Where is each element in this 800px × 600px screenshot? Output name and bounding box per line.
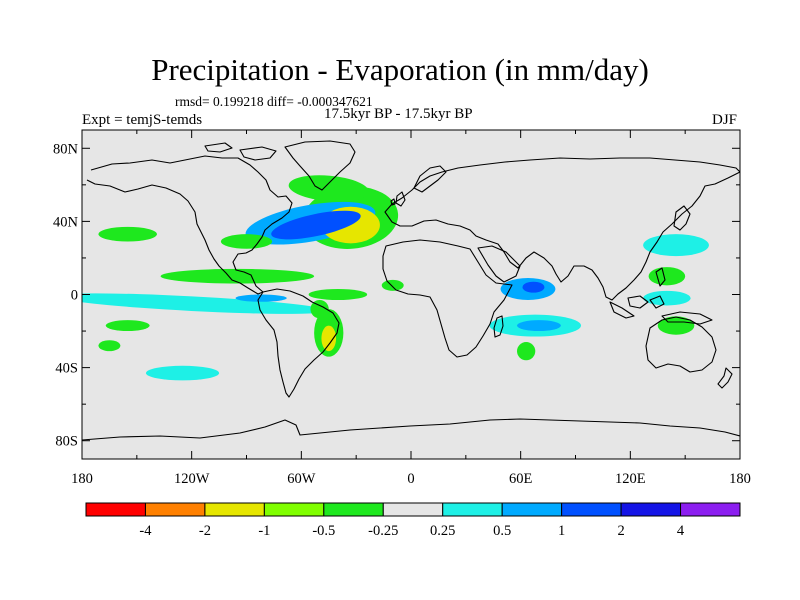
colorbar-label: 1	[558, 523, 565, 539]
colorbar-swatch	[204, 502, 265, 517]
coast-antarctica	[82, 418, 740, 441]
lat-label: 40S	[55, 361, 78, 377]
longitude-axis: 180 120W 60W 0 60E 120E 180	[71, 130, 751, 487]
anomaly-east-pacific-wet	[220, 234, 273, 249]
coast-japan	[673, 205, 691, 231]
lon-label: 120E	[615, 471, 646, 487]
coast-eurasia	[384, 157, 740, 301]
colorbar-label: 4	[677, 523, 685, 539]
latitude-axis: 80N 40N 0 40S 80S	[53, 141, 740, 450]
colorbar-label: -4	[139, 523, 152, 539]
colorbar-swatch	[561, 502, 622, 517]
colorbar-swatch	[144, 502, 206, 517]
rmsd-diff-stats: rmsd= 0.199218 diff= -0.000347621	[175, 94, 373, 109]
anomaly-indian-ocean-dry-core	[522, 281, 545, 293]
experiment-label: Expt = temjS-temds	[82, 112, 203, 128]
lon-label: 180	[71, 471, 93, 487]
lon-label: 60E	[509, 471, 533, 487]
coast-south-america	[257, 288, 340, 398]
lat-label: 80S	[55, 434, 78, 450]
anomaly-south-indian-dry-core	[517, 320, 561, 332]
anomaly-south-pacific-wet-b	[98, 340, 121, 352]
coast-australia	[645, 316, 717, 373]
anomaly-maritime-dry	[643, 290, 691, 306]
anomaly-north-atlantic-dry-core	[271, 210, 361, 240]
colorbar-label: -0.5	[312, 523, 335, 539]
anomaly-eq-atlantic-wet	[308, 289, 368, 300]
coast-madagascar	[493, 315, 504, 338]
colorbar-swatch	[382, 502, 444, 517]
colorbar-swatch	[323, 502, 384, 517]
colorbar-label: -0.25	[368, 523, 398, 539]
lat-label: 40N	[53, 214, 79, 230]
coast-britain	[390, 191, 406, 207]
period-label: 17.5kyr BP - 17.5kyr BP	[324, 106, 473, 122]
lon-label: 0	[407, 471, 414, 487]
anomaly-layer	[82, 175, 709, 381]
anomaly-eq-pacific-wet	[160, 268, 315, 284]
lat-label: 0	[71, 288, 78, 304]
anomaly-central-pacific-wet	[98, 226, 157, 242]
coast-arabia	[477, 245, 521, 283]
colorbar-label: -1	[258, 523, 270, 539]
colorbar-label: 0.5	[493, 523, 511, 539]
anomaly-west-pacific-dry	[643, 234, 709, 257]
anomaly-gulf-guinea-wet	[381, 279, 404, 291]
coast-new-zealand	[717, 367, 733, 389]
coast-indonesia	[609, 267, 713, 325]
lon-label: 120W	[174, 471, 210, 487]
anomaly-southern-ocean-dry	[145, 365, 220, 381]
lon-label: 180	[729, 471, 751, 487]
colorbar-swatch	[501, 502, 563, 517]
lat-label: 80N	[53, 141, 79, 157]
coast-africa	[382, 239, 513, 358]
colorbar-swatch	[85, 502, 146, 517]
colorbar-swatch	[263, 502, 325, 517]
colorbar-label: -2	[199, 523, 211, 539]
colorbar-swatch	[680, 502, 741, 517]
anomaly-madagascar-wet	[517, 342, 536, 361]
lon-label: 60W	[287, 471, 316, 487]
coast-scandinavia	[413, 165, 447, 193]
chart-title: Precipitation - Evaporation (in mm/day)	[151, 52, 649, 87]
coast-greenland	[284, 140, 356, 191]
anomaly-labrador-sea-wet	[288, 175, 369, 202]
anomaly-south-pacific-dry-core	[235, 294, 287, 302]
coastlines	[82, 140, 740, 441]
anomaly-brazil-wet-core	[321, 325, 337, 352]
coast-north-america	[86, 155, 293, 295]
anomaly-west-pacific-wet	[648, 267, 686, 286]
colorbar-swatch	[620, 502, 682, 517]
colorbar-label: 0.25	[430, 523, 455, 539]
anomaly-south-atlantic-wet	[310, 299, 329, 319]
season-label: DJF	[712, 112, 738, 128]
colorbar: -4 -2 -1 -0.5 -0.25 0.25 0.5 1 2 4	[85, 502, 741, 539]
anomaly-south-pacific-wet-a	[105, 320, 150, 332]
colorbar-label: 2	[617, 523, 624, 539]
colorbar-swatch	[442, 502, 503, 517]
coast-arctic-islands	[204, 142, 277, 161]
